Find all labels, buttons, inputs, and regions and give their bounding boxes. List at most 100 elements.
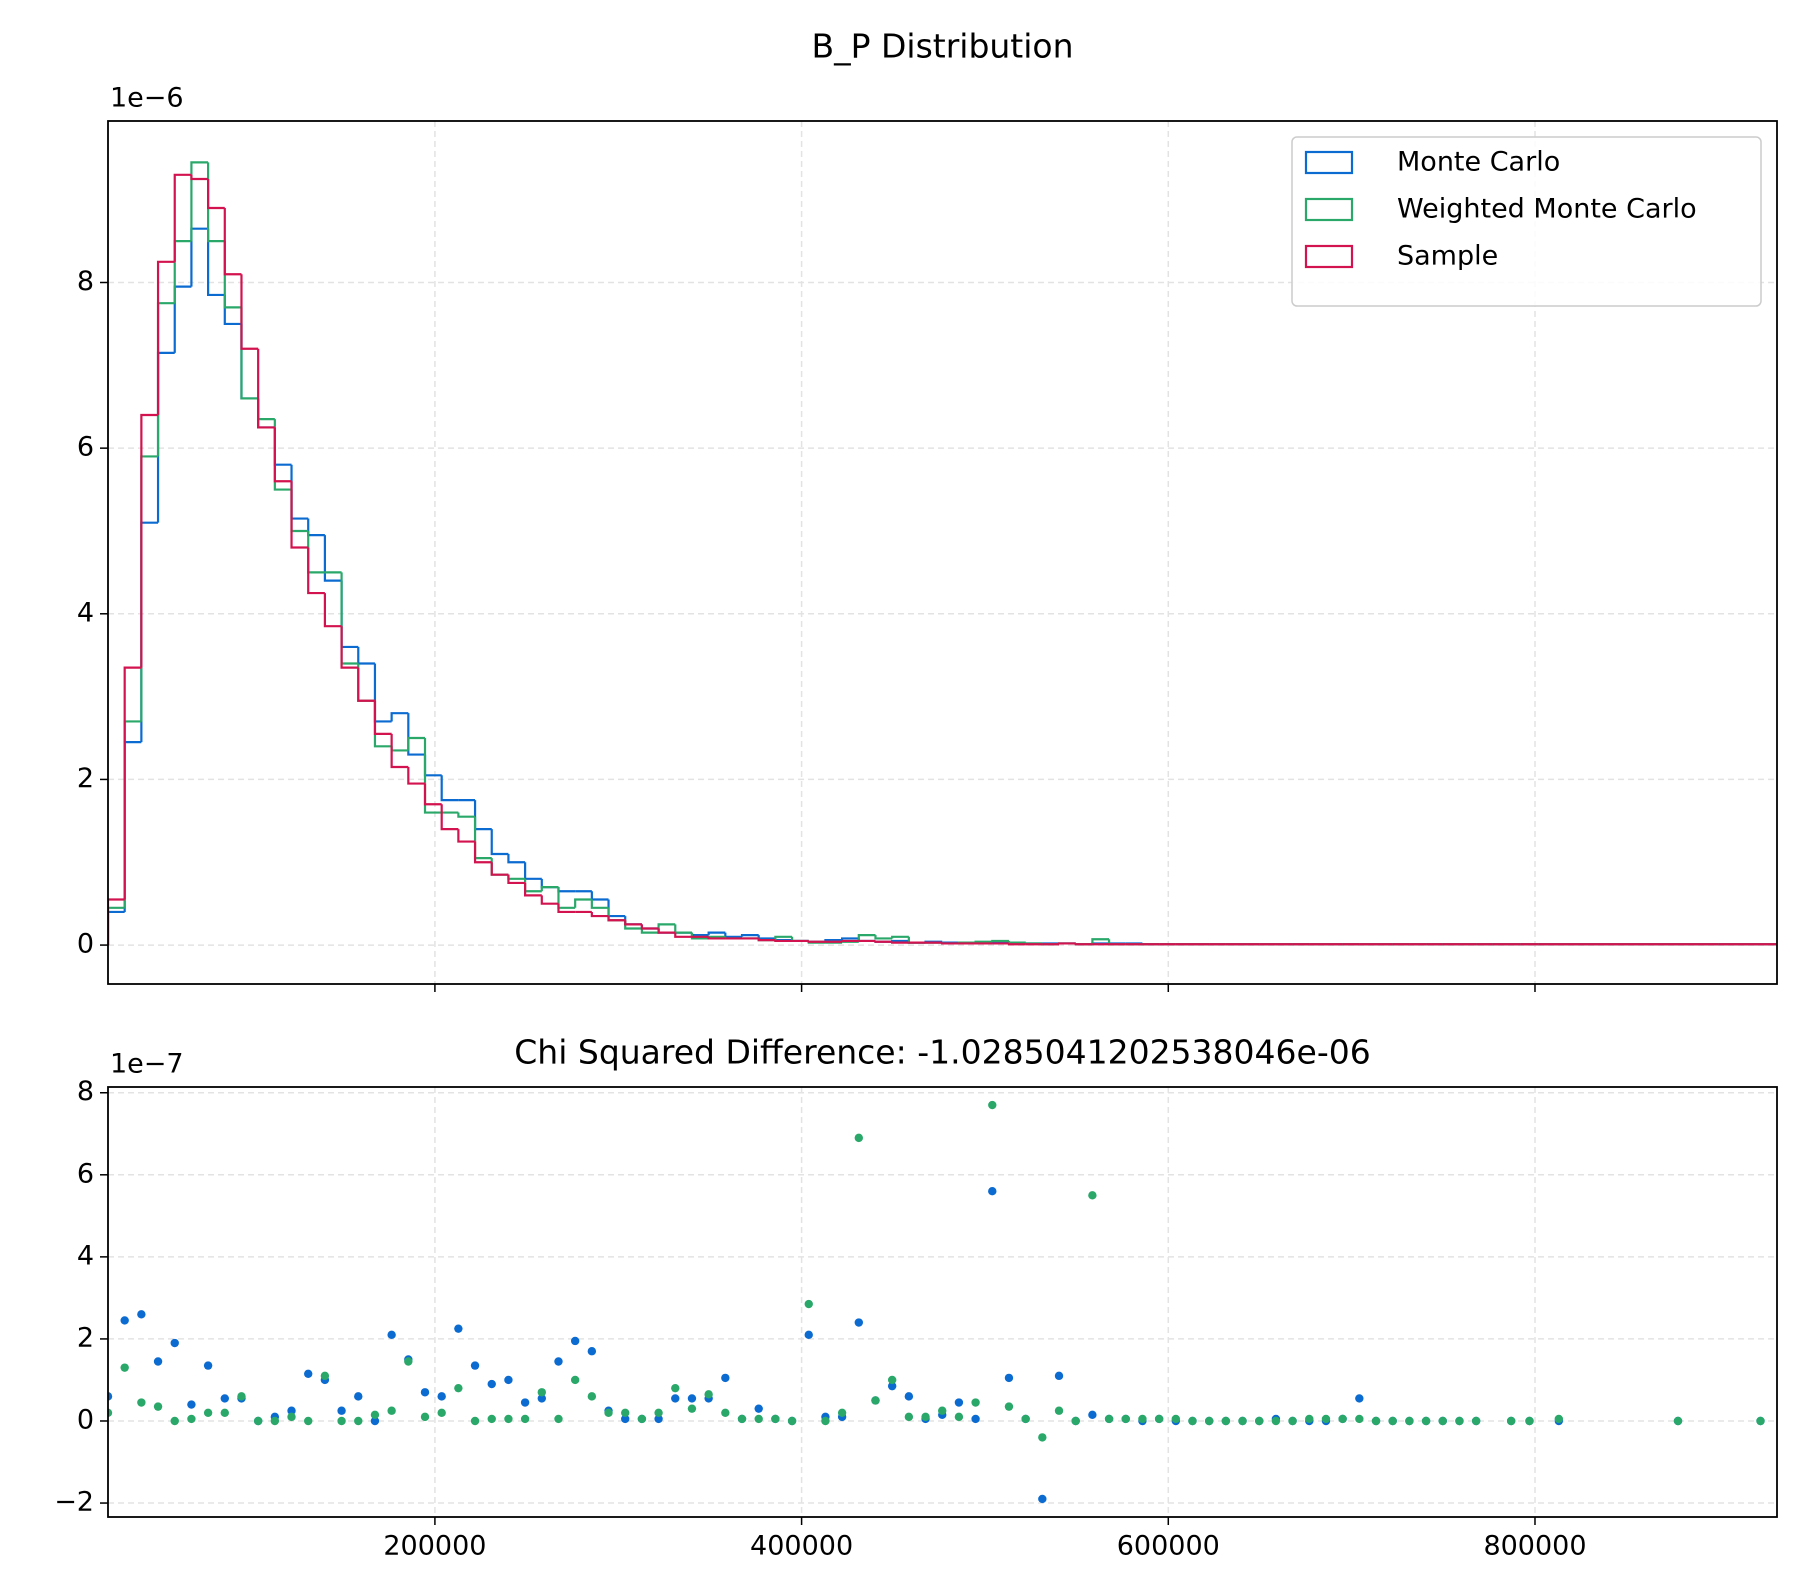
histogram-step	[223, 294, 242, 326]
scatter-point	[120, 1363, 129, 1372]
y-tick-label: 4	[77, 597, 94, 628]
scatter-point	[1338, 1414, 1347, 1424]
histogram-step	[156, 351, 175, 523]
histogram-step	[290, 489, 309, 533]
histogram-step	[307, 547, 325, 595]
scatter-point	[137, 1310, 146, 1319]
legend-swatch	[1304, 197, 1354, 222]
scatter-point	[787, 1416, 797, 1426]
histogram-step	[674, 924, 692, 934]
histogram-step	[540, 885, 559, 892]
histogram-step	[423, 783, 442, 806]
scatter-point	[1288, 1416, 1297, 1426]
scatter-point	[587, 1392, 597, 1401]
scatter-point	[1188, 1416, 1197, 1426]
histogram-step	[340, 572, 359, 665]
histogram-step	[457, 812, 476, 818]
histogram-step	[108, 910, 125, 946]
legend-label: Sample	[1397, 241, 1498, 272]
legend-swatch	[1304, 150, 1354, 175]
scatter-point	[854, 1318, 864, 1327]
scatter-point	[153, 1402, 163, 1411]
y-tick-label: 2	[77, 1322, 94, 1353]
histogram-step	[874, 940, 893, 943]
scatter-point	[1255, 1416, 1264, 1426]
histogram-step	[273, 427, 292, 483]
y-tick-label: 2	[77, 763, 94, 794]
scatter-point	[404, 1357, 413, 1366]
y-offset-text: 1e−6	[110, 83, 184, 114]
scatter-point	[1054, 1406, 1064, 1415]
scatter-point	[420, 1388, 430, 1397]
scatter-point	[504, 1375, 513, 1385]
histogram-step	[190, 174, 209, 181]
histogram-step	[507, 874, 526, 885]
histogram-step	[1718, 943, 1777, 946]
scatter-point	[587, 1347, 597, 1356]
histogram-step	[657, 923, 676, 933]
histogram-step	[690, 932, 709, 940]
scatter-point	[187, 1400, 196, 1409]
scatter-point	[320, 1371, 330, 1381]
histogram-step	[607, 907, 626, 922]
scatter-point	[1405, 1416, 1414, 1426]
histogram-step	[140, 413, 159, 668]
scatter-point	[1525, 1416, 1534, 1426]
scatter-point	[654, 1408, 663, 1417]
histogram-step	[874, 935, 893, 940]
histogram-step	[373, 700, 392, 748]
histogram-step	[757, 935, 776, 940]
scatter-point	[754, 1414, 763, 1424]
scatter-point	[470, 1416, 480, 1426]
scatter-point	[704, 1390, 713, 1399]
histogram-step	[108, 906, 125, 946]
histogram-step	[108, 898, 125, 946]
scatter-point	[1355, 1414, 1364, 1424]
scatter-point	[203, 1361, 213, 1370]
y-tick-label: 8	[77, 1076, 94, 1107]
histogram-step	[390, 712, 409, 722]
histogram-step	[123, 741, 142, 912]
scatter-point	[304, 1369, 313, 1379]
histogram-step	[490, 829, 509, 856]
y-offset-text: 1e−7	[110, 1049, 184, 1080]
histogram-step	[173, 239, 192, 304]
scatter-point	[170, 1338, 179, 1348]
legend-box	[1291, 136, 1762, 307]
histogram-step	[707, 936, 726, 940]
scatter-point	[904, 1412, 914, 1422]
histogram-step	[490, 858, 509, 876]
scatter-point	[971, 1414, 980, 1424]
scatter-point	[537, 1394, 546, 1403]
histogram-step	[891, 939, 909, 943]
histogram-step	[574, 898, 592, 908]
scatter-point	[137, 1398, 146, 1407]
scatter-point	[1355, 1394, 1364, 1403]
histogram-step	[207, 162, 225, 243]
histogram-step	[173, 285, 192, 353]
histogram-step	[307, 518, 325, 537]
scatter-point	[203, 1408, 213, 1417]
chart-title: B_P Distribution	[811, 27, 1073, 66]
scatter-point	[1138, 1414, 1147, 1424]
histogram-step	[357, 667, 375, 702]
histogram-step	[774, 939, 793, 943]
scatter-point	[637, 1414, 647, 1424]
scatter-point	[1104, 1414, 1114, 1424]
scatter-point	[437, 1392, 446, 1401]
histogram-step	[1074, 943, 1093, 946]
scatter-point	[1021, 1414, 1030, 1424]
histogram-step	[423, 754, 442, 777]
scatter-point	[520, 1398, 530, 1407]
scatter-point	[554, 1357, 563, 1366]
scatter-point	[420, 1412, 430, 1422]
scatter-point	[621, 1414, 630, 1424]
scatter-point	[454, 1324, 463, 1333]
histogram-step	[257, 398, 275, 421]
scatter-point	[354, 1392, 363, 1401]
scatter-point	[988, 1187, 997, 1196]
scatter-point	[654, 1414, 663, 1424]
histogram-step	[473, 841, 492, 864]
histogram-step	[340, 626, 359, 669]
scatter-point	[804, 1299, 813, 1309]
